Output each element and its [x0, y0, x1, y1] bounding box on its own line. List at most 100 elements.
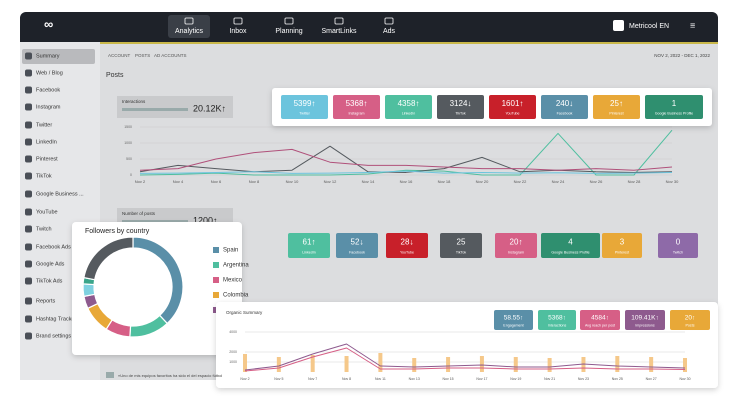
sidebar-item[interactable]: YouTube [36, 209, 58, 215]
top-nav [20, 36, 718, 42]
tab[interactable]: ACCOUNT [108, 53, 131, 58]
nav-item[interactable]: Ads [383, 28, 396, 35]
metric-label: Twitch [673, 250, 683, 254]
x-tick-label: Nov 15 [443, 377, 454, 381]
sidebar-icon[interactable] [25, 277, 32, 285]
sidebar-icon[interactable] [25, 155, 32, 163]
account-name[interactable]: Metricool EN [629, 23, 669, 30]
nav-icon[interactable] [233, 17, 243, 25]
x-tick-label: Nov 30 [666, 179, 679, 184]
sidebar-item[interactable]: Web / Blog [36, 70, 63, 76]
data-line [139, 145, 673, 173]
sidebar-icon[interactable] [25, 315, 32, 323]
metric-card[interactable] [494, 310, 533, 330]
metric-value: 3124↓ [450, 99, 472, 108]
metric-card[interactable] [336, 233, 378, 258]
metric-card[interactable] [495, 233, 537, 258]
summary-box [117, 96, 233, 118]
summary-total: 20.12K↑ [193, 103, 226, 113]
tab[interactable]: POSTS [135, 53, 150, 58]
sidebar-item[interactable]: Reports [36, 298, 56, 304]
sidebar-item[interactable]: Google Business ... [36, 191, 84, 197]
metric-card[interactable] [625, 310, 665, 330]
sidebar-item[interactable]: Twitter [36, 122, 52, 128]
metric-value: 20↑ [685, 314, 695, 321]
x-tick-label: Nov 27 [646, 377, 657, 381]
sidebar-item[interactable]: Summary [36, 53, 60, 59]
sidebar-item[interactable]: Instagram [36, 104, 61, 110]
sidebar-icon[interactable] [25, 297, 32, 305]
nav-item[interactable]: Inbox [229, 28, 247, 35]
sidebar-icon[interactable] [25, 208, 32, 216]
nav-item[interactable]: SmartLinks [321, 28, 357, 35]
x-tick-label: Nov 2 [240, 377, 249, 381]
nav-item[interactable]: Planning [275, 28, 302, 35]
panel-title: Organic Summary [226, 310, 263, 315]
post-text: «Uno de mis equipos favoritos ha sido el… [118, 373, 222, 378]
sidebar-icon[interactable] [25, 103, 32, 111]
metric-card[interactable] [541, 233, 600, 258]
metric-card[interactable] [645, 95, 703, 119]
metric-card[interactable] [602, 233, 642, 258]
sidebar-icon[interactable] [25, 172, 32, 180]
data-line [244, 347, 686, 372]
x-tick-label: Nov 28 [628, 179, 641, 184]
metric-card[interactable] [385, 95, 432, 119]
metric-label: Posts [686, 324, 695, 328]
nav-icon[interactable] [284, 17, 294, 25]
sidebar-item[interactable]: Hashtag Tracker [36, 316, 77, 322]
sidebar-icon[interactable] [25, 69, 32, 77]
bar [446, 357, 451, 372]
logo[interactable]: ∞ [44, 16, 53, 31]
x-tick-label: Nov 14 [362, 179, 375, 184]
metric-card[interactable] [386, 233, 428, 258]
sidebar-item[interactable]: LinkedIn [36, 139, 57, 145]
sidebar-item[interactable]: Facebook [36, 87, 60, 93]
metric-label: Instagram [349, 112, 365, 116]
metric-card[interactable] [489, 95, 536, 119]
metric-card[interactable] [281, 95, 328, 119]
sidebar-icon[interactable] [25, 260, 32, 268]
sidebar-icon[interactable] [25, 332, 32, 340]
sidebar-icon[interactable] [25, 225, 32, 233]
metric-value: 25 [457, 238, 466, 247]
metric-card[interactable] [541, 95, 588, 119]
nav-icon[interactable] [184, 17, 194, 25]
tab[interactable]: AD ACCOUNTS [154, 53, 187, 58]
sidebar-item[interactable]: Brand settings [36, 333, 71, 339]
sidebar-item[interactable]: Twitch [36, 226, 52, 232]
metric-card[interactable] [658, 233, 698, 258]
bar [649, 357, 654, 372]
sidebar-item[interactable]: TikTok Ads [36, 278, 63, 284]
data-line [244, 343, 686, 371]
account-avatar[interactable] [613, 20, 624, 31]
metric-card[interactable] [538, 310, 576, 330]
data-line [139, 148, 673, 171]
metric-card[interactable] [333, 95, 380, 119]
sidebar-icon[interactable] [25, 121, 32, 129]
nav-icon[interactable] [384, 17, 394, 25]
sidebar-icon[interactable] [25, 86, 32, 94]
nav-item[interactable]: Analytics [175, 28, 204, 35]
sidebar-item[interactable]: TikTok [36, 173, 52, 179]
nav-icon[interactable] [334, 17, 344, 25]
menu-icon[interactable]: ≡ [690, 20, 695, 30]
metric-card[interactable] [437, 95, 484, 119]
sidebar-icon[interactable] [25, 243, 32, 251]
x-tick-label: Nov 8 [342, 377, 351, 381]
sidebar-icon[interactable] [25, 52, 32, 60]
metric-card[interactable] [593, 95, 640, 119]
sidebar-icon[interactable] [25, 138, 32, 146]
metric-card[interactable] [580, 310, 620, 330]
sidebar-item[interactable]: Pinterest [36, 156, 58, 162]
metric-card[interactable] [288, 233, 330, 258]
sidebar-item[interactable]: Google Ads [36, 261, 65, 267]
bar [344, 356, 349, 372]
bar [479, 356, 484, 372]
metric-card[interactable] [440, 233, 482, 258]
sidebar-icon[interactable] [25, 190, 32, 198]
date-range[interactable]: NOV 2, 2022 - DEC 1, 2022 [654, 53, 710, 58]
sidebar-item[interactable]: Facebook Ads [36, 244, 71, 250]
metric-card[interactable] [670, 310, 710, 330]
